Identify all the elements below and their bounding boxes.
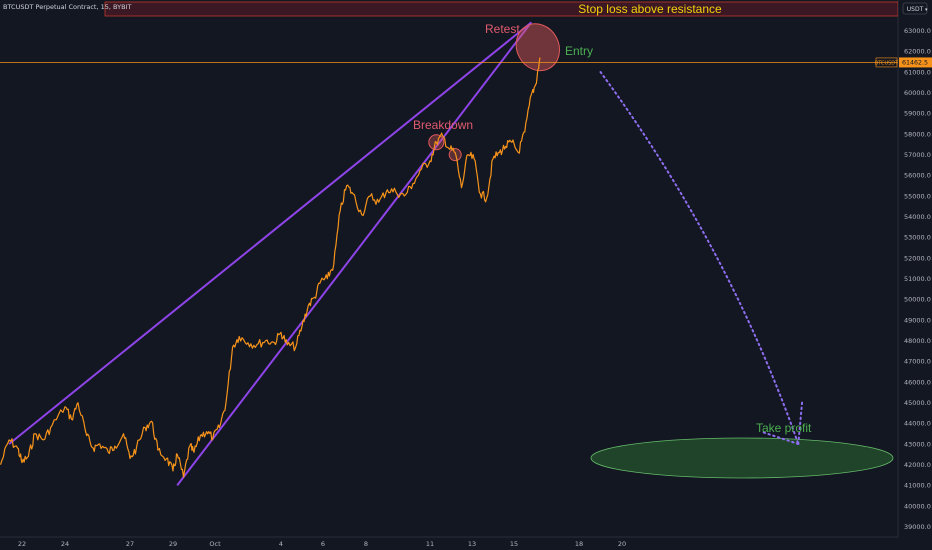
- y-tick-label: 44000.0: [904, 420, 931, 428]
- y-tick-label: 50000.0: [904, 296, 931, 304]
- y-tick-label: 45000.0: [904, 399, 931, 407]
- y-tick-label: 47000.0: [904, 358, 931, 366]
- y-tick-label: 52000.0: [904, 254, 931, 262]
- price-badge: [899, 57, 932, 68]
- x-tick-label: 11: [426, 540, 434, 548]
- projection-arrow-head: [797, 399, 804, 445]
- y-tick-label: 42000.0: [904, 461, 931, 469]
- x-tick-label: 22: [18, 540, 26, 548]
- stop-loss-label: Stop loss above resistance: [578, 2, 722, 16]
- x-tick-label: 13: [468, 540, 476, 548]
- y-tick-label: 40000.0: [904, 502, 931, 510]
- entry-label: Entry: [565, 44, 593, 58]
- breakdown-label: Breakdown: [413, 118, 473, 132]
- x-tick-label: 24: [61, 540, 69, 548]
- y-tick-label: 56000.0: [904, 172, 931, 180]
- y-tick-label: 51000.0: [904, 275, 931, 283]
- y-tick-label: 60000.0: [904, 89, 931, 97]
- currency-label: USDT: [907, 6, 924, 13]
- y-tick-label: 55000.0: [904, 192, 931, 200]
- x-tick-label: 29: [169, 540, 177, 548]
- y-tick-label: 54000.0: [904, 213, 931, 221]
- y-tick-label: 62000.0: [904, 48, 931, 56]
- x-tick-label: 27: [126, 540, 134, 548]
- symbol-label: BTCUSDT Perpetual Contract, 15, BYBIT: [3, 3, 131, 11]
- y-tick-label: 63000.0: [904, 27, 931, 35]
- price-series-line[interactable]: [0, 57, 541, 478]
- y-tick-label: 59000.0: [904, 110, 931, 118]
- stop-loss-zone[interactable]: [104, 1, 898, 17]
- y-tick-label: 57000.0: [904, 151, 931, 159]
- y-tick-label: 58000.0: [904, 130, 931, 138]
- x-tick-label: Oct: [209, 540, 221, 548]
- y-tick-label: 46000.0: [904, 378, 931, 386]
- take-profit-zone[interactable]: [590, 437, 894, 479]
- lower-trend-line[interactable]: [176, 21, 533, 486]
- symbol-badge-label: BTCUSDT: [875, 61, 899, 67]
- y-tick-label: 39000.0: [904, 523, 931, 531]
- chevron-down-icon: ▾: [925, 7, 928, 13]
- y-tick-label: 48000.0: [904, 337, 931, 345]
- projection-path[interactable]: [599, 71, 800, 445]
- y-tick-label: 61000.0: [904, 68, 931, 76]
- take-profit-label: Take profit: [756, 421, 812, 435]
- price-axis[interactable]: 39000.0 40000.0 41000.0 42000.0 43000.0 44000…: [875, 0, 932, 537]
- x-tick-label: 20: [618, 540, 626, 548]
- x-tick-label: 15: [510, 540, 518, 548]
- y-tick-label: 43000.0: [904, 440, 931, 448]
- upper-trend-line[interactable]: [8, 21, 532, 445]
- x-tick-label: 4: [279, 540, 283, 548]
- y-tick-label: 53000.0: [904, 234, 931, 242]
- projection-arrow-head: [761, 431, 800, 445]
- x-tick-label: 8: [364, 540, 368, 548]
- y-tick-label: 49000.0: [904, 316, 931, 324]
- retest-zone[interactable]: [508, 16, 568, 78]
- time-axis[interactable]: 22 24 27 29 Oct 4 6 8 11 13 15 18 20: [0, 536, 898, 548]
- y-tick-label: 41000.0: [904, 482, 931, 490]
- retest-label: Retest: [485, 22, 520, 36]
- price-badge-value: 61462.5: [902, 60, 928, 67]
- x-tick-label: 18: [575, 540, 583, 548]
- currency-selector[interactable]: USDT ▾: [902, 2, 928, 15]
- x-tick-label: 6: [321, 540, 325, 548]
